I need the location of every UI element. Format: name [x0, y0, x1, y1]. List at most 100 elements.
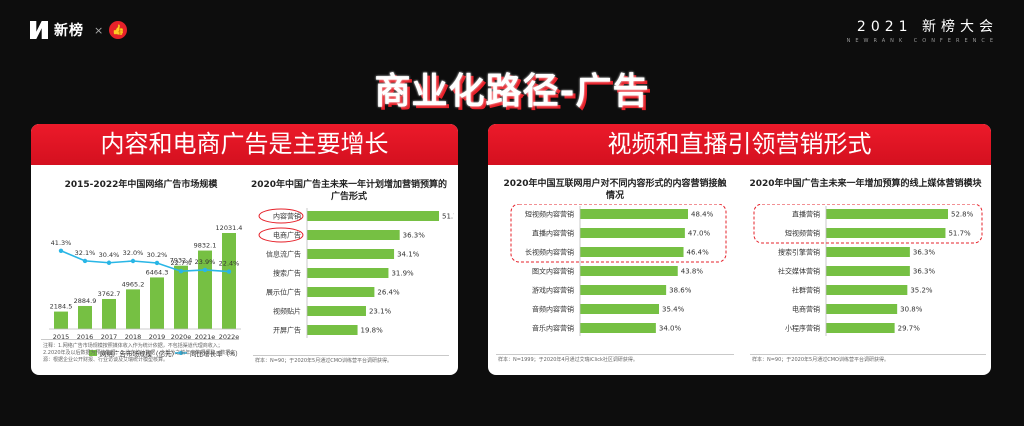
value-bar [580, 266, 678, 276]
value-bar [826, 209, 948, 219]
highlight-oval [258, 227, 304, 243]
value-label: 43.8% [681, 268, 704, 276]
chart2-title: 2020年中国广告主未来一年计划增加营销预算的广告形式 [250, 180, 448, 202]
chart2-footline [253, 355, 449, 356]
x-tick-label: 2020e [171, 333, 192, 341]
legend-line-dot [179, 351, 183, 355]
advertiser-budget-chart: 内容营销 51.7% 电商广告 36.3% 信息流广告 34.1% 搜索广告 31.9% 展示位… [258, 208, 454, 338]
market-bar-label: 2184.5 [50, 303, 73, 311]
category-label: 短视频内容营销 [525, 210, 574, 219]
growth-rate-point [178, 269, 184, 274]
growth-rate-label: 30.4% [99, 251, 120, 259]
left-panel: 内容和电商广告是主要增长 2015-2022年中国网络广告市场规模 2184.5… [31, 124, 458, 375]
value-label: 52.8% [951, 211, 974, 219]
market-bar-label: 6464.3 [146, 268, 169, 276]
growth-rate-label: 32.1% [75, 249, 96, 257]
category-label: 长视频内容营销 [525, 248, 574, 257]
highlight-box [510, 204, 727, 263]
growth-rate-label: 23.9% [195, 258, 216, 266]
chart3-title: 2020年中国互联网用户对不同内容形式的内容营销接触情况 [503, 179, 727, 201]
x-tick-label: 2015 [53, 333, 70, 341]
growth-rate-label: 22.7% [171, 259, 192, 267]
conference-name: 2021 新榜大会 [856, 19, 998, 35]
chart1-footline [41, 339, 239, 340]
newrank-logo: 新榜 × 👍 [30, 20, 128, 40]
value-label: 36.3% [913, 268, 936, 276]
value-bar [580, 304, 659, 314]
online-media-budget-chart: 直播营销 52.8% 短视频营销 51.7% 搜索引擎营销 36.3% 社交媒体营销 36.3… [753, 204, 983, 336]
logo-separator: × [94, 23, 104, 37]
value-bar [307, 325, 358, 335]
value-bar [826, 285, 908, 295]
market-size-chart: 2184.5 2015 41.3% 2884.9 2016 32.1% 3762.7 2017… [49, 224, 243, 358]
growth-rate-label: 30.2% [147, 251, 168, 259]
conference-title: 2021 新榜大会 NEWRANK CONFERENCE [847, 16, 998, 44]
category-label: 内容营销 [273, 212, 301, 221]
market-bar [126, 289, 140, 329]
chart4-footnote: 样本：N=90；于2020年5月通过CMO训练营平台调研获得。 [752, 357, 889, 363]
chart2-footnote: 样本：N=90；于2020年5月通过CMO训练营平台调研获得。 [255, 358, 392, 364]
value-bar [307, 249, 395, 259]
category-label: 直播内容营销 [532, 229, 574, 238]
user-contact-chart: 短视频内容营销 48.4% 直播内容营销 47.0% 长视频内容营销 46.4% 图文内容营… [510, 204, 727, 336]
growth-rate-line [60, 250, 230, 273]
growth-rate-point [82, 258, 88, 264]
chart1-footnote: 注释：1.网络广告市场规模按照媒体收入作为统计依据，不包括渠道代理商收入；2.2… [43, 343, 236, 363]
growth-rate-point [226, 269, 232, 274]
value-label: 46.4% [687, 249, 710, 257]
value-bar [826, 247, 910, 257]
x-tick-label: 2018 [125, 333, 142, 341]
value-label: 38.6% [669, 287, 692, 295]
newrank-logo-icon [30, 21, 48, 39]
value-bar [307, 287, 375, 297]
value-label: 35.2% [910, 287, 933, 295]
value-bar [580, 228, 685, 238]
value-bar [826, 228, 946, 238]
value-bar [307, 211, 439, 221]
category-label: 音乐内容营销 [532, 324, 574, 333]
chart3-footnote: 样本：N=1999；于2020年4月通过艾瑞iClick社区调研获得。 [498, 357, 638, 363]
category-label: 搜索广告 [273, 269, 301, 278]
value-label: 36.3% [913, 249, 936, 257]
value-bar [307, 230, 400, 240]
conference-subtitle: NEWRANK CONFERENCE [846, 38, 998, 44]
value-label: 47.0% [688, 230, 711, 238]
market-bar-label: 12031.4 [216, 224, 243, 232]
category-label: 短视频营销 [785, 229, 820, 238]
market-bar [54, 311, 68, 329]
highlight-oval [258, 208, 304, 224]
legend-bar-label: 网络广告市场规模（亿元） [100, 349, 178, 358]
market-bar-label: 2884.9 [74, 297, 97, 305]
category-label: 电商广告 [273, 231, 301, 240]
x-tick-label: 2017 [101, 333, 118, 341]
category-label: 社交媒体营销 [778, 267, 820, 276]
right-panel: 视频和直播引领营销形式 2020年中国互联网用户对不同内容形式的内容营销接触情况… [488, 124, 991, 375]
market-bar [102, 298, 116, 329]
value-label: 34.0% [659, 325, 682, 333]
market-bar-label: 4965.2 [122, 280, 145, 288]
growth-rate-point [130, 258, 136, 264]
value-label: 36.3% [403, 232, 426, 240]
market-bar [78, 305, 92, 329]
legend-line-label: 同比增长率（%） [190, 349, 242, 358]
value-bar [580, 285, 667, 295]
category-label: 电商营销 [792, 305, 820, 314]
category-label: 展示位广告 [266, 288, 301, 297]
right-panel-header: 视频和直播引领营销形式 [488, 124, 991, 165]
chart4-title: 2020年中国广告主未来一年增加预算的线上媒体营销模块 [749, 179, 982, 189]
market-bar-label: 9832.1 [194, 242, 217, 250]
value-bar [826, 323, 895, 333]
thumbs-up-icon: 👍 [109, 21, 128, 39]
chart3-footline [496, 354, 734, 355]
growth-rate-point [106, 260, 112, 265]
page-title: 商业化路径-广告 [374, 71, 650, 112]
category-label: 图文内容营销 [532, 267, 574, 276]
value-label: 31.9% [391, 270, 414, 278]
category-label: 开屏广告 [273, 326, 301, 335]
market-bar-label: 7932.4 [170, 257, 193, 265]
x-tick-label: 2022e [219, 333, 240, 341]
value-label: 29.7% [898, 325, 921, 333]
value-label: 23.1% [369, 308, 392, 316]
category-label: 社群营销 [792, 286, 820, 295]
value-label: 34.1% [397, 251, 420, 259]
